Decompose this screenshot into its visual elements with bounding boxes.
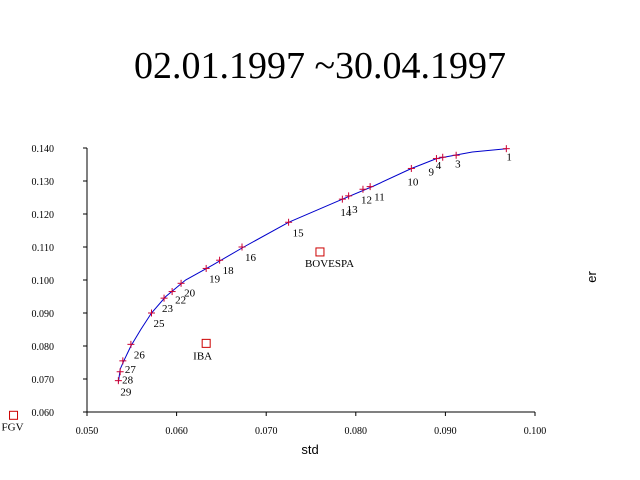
portfolio-label: 12 — [361, 194, 372, 206]
portfolio-label: 22 — [175, 295, 186, 307]
y-tick-label: 0.070 — [32, 375, 55, 386]
portfolio-label: 13 — [347, 204, 359, 216]
asset-label: BOVESPA — [305, 258, 354, 270]
portfolio-point: 1 — [502, 145, 512, 164]
portfolio-point: 28 — [116, 368, 134, 387]
portfolio-label: 18 — [223, 265, 235, 277]
portfolio-label: 23 — [162, 303, 174, 315]
portfolio-point: 27 — [119, 357, 136, 376]
y-tick-label: 0.090 — [32, 309, 55, 320]
asset-marker — [315, 247, 325, 257]
x-tick-label: 0.080 — [345, 426, 368, 437]
portfolio-point: 22 — [168, 288, 186, 307]
asset-marker — [9, 410, 19, 420]
x-tick-label: 0.050 — [76, 426, 99, 437]
portfolio-point: 11 — [366, 183, 385, 204]
portfolio-point: 19 — [202, 264, 221, 285]
portfolio-point: 9 — [428, 155, 440, 179]
y-axis-label: er — [584, 271, 599, 283]
portfolio-point: 26 — [127, 340, 146, 361]
asset-points: BOVESPA IBA FGV — [2, 247, 354, 433]
x-tick-label: 0.100 — [524, 426, 547, 437]
x-axis-label: std — [301, 442, 318, 457]
portfolio-label: 3 — [455, 158, 461, 170]
y-tick-label: 0.130 — [32, 177, 55, 188]
asset-point: FGV — [2, 410, 24, 433]
portfolio-point: 23 — [160, 294, 174, 315]
portfolio-point: 4 — [436, 153, 447, 172]
portfolio-point: 10 — [407, 164, 419, 188]
asset-label: IBA — [193, 350, 212, 362]
y-tick-label: 0.060 — [32, 408, 55, 419]
portfolio-label: 25 — [154, 318, 166, 330]
portfolio-point: 20 — [177, 279, 196, 299]
asset-point: BOVESPA — [305, 247, 354, 270]
axes: 0.050 0.060 0.070 0.080 0.090 0.100 0.060 0.070… — [32, 144, 547, 437]
portfolio-label: 15 — [293, 227, 305, 239]
x-tick-label: 0.060 — [165, 426, 188, 437]
x-tick-label: 0.070 — [255, 426, 278, 437]
y-tick-label: 0.110 — [32, 243, 54, 254]
asset-marker — [201, 338, 211, 348]
y-tick-label: 0.100 — [32, 276, 55, 287]
asset-point: IBA — [193, 338, 212, 362]
portfolio-label: 16 — [245, 252, 257, 264]
portfolio-point: 18 — [216, 256, 235, 277]
asset-label: FGV — [2, 421, 24, 433]
portfolio-label: 19 — [209, 273, 221, 285]
efficient-frontier-line — [117, 148, 507, 383]
portfolio-label: 14 — [340, 207, 352, 219]
portfolio-point: 15 — [285, 218, 305, 239]
portfolio-label: 1 — [506, 152, 512, 164]
portfolio-label: 20 — [184, 287, 196, 299]
portfolio-label: 26 — [134, 349, 146, 361]
portfolio-point: 29 — [114, 377, 132, 399]
portfolio-point: 16 — [238, 243, 257, 264]
portfolio-label: 4 — [436, 160, 442, 172]
portfolio-point: 25 — [148, 309, 166, 330]
portfolio-label: 29 — [120, 387, 132, 399]
portfolio-point: 14 — [338, 195, 352, 219]
portfolio-label: 28 — [122, 375, 134, 387]
portfolio-point: 13 — [345, 192, 358, 216]
portfolio-label: 27 — [125, 364, 137, 376]
portfolio-label: 11 — [374, 192, 385, 204]
chart-title: 02.01.1997 ~30.04.1997 — [134, 45, 506, 87]
portfolio-label: 9 — [428, 167, 434, 179]
x-tick-label: 0.090 — [434, 426, 457, 437]
portfolio-label: 10 — [407, 176, 419, 188]
portfolio-point: 12 — [359, 185, 372, 206]
y-tick-label: 0.080 — [32, 342, 55, 353]
portfolio-point: 3 — [452, 151, 461, 170]
y-tick-label: 0.120 — [32, 210, 55, 221]
y-tick-label: 0.140 — [32, 144, 55, 155]
